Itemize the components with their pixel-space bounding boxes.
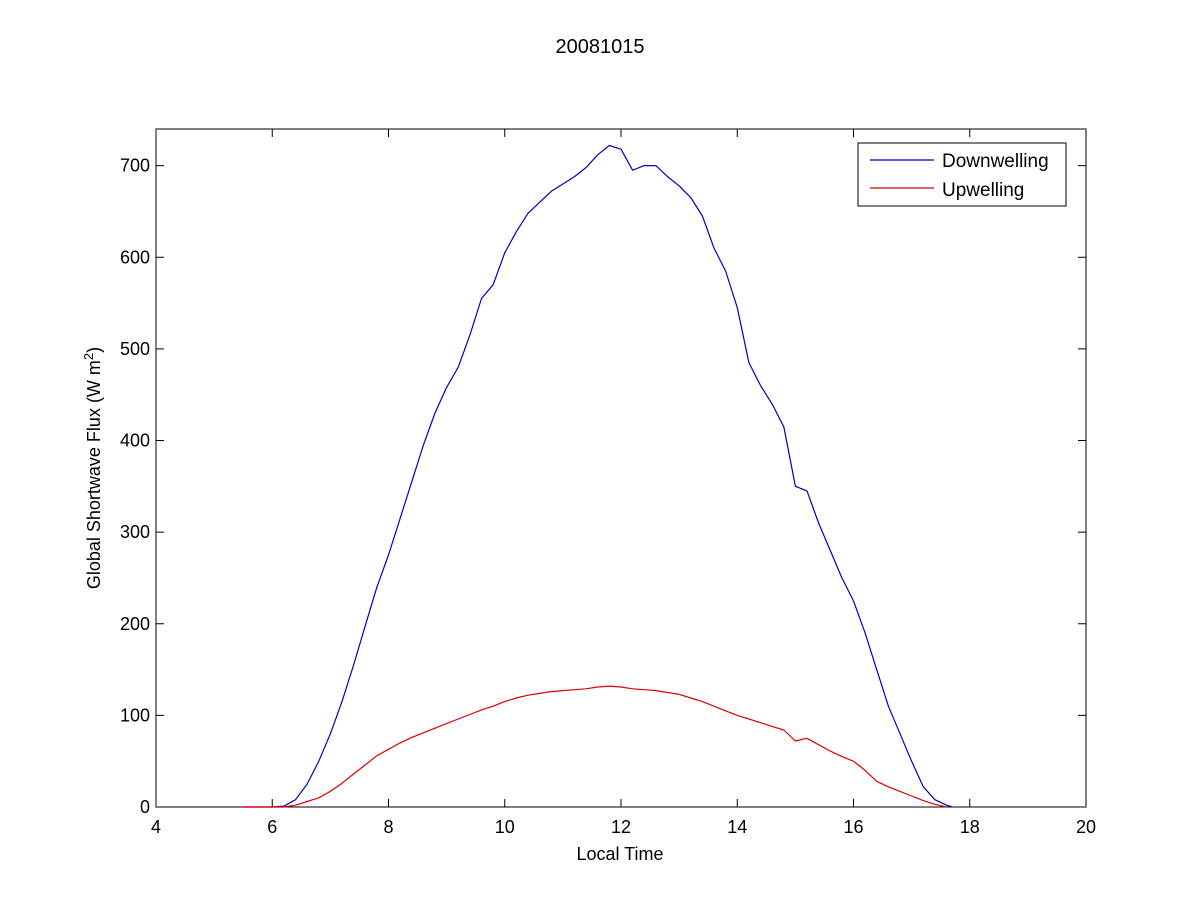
x-tick-label: 4 [151,817,161,837]
y-tick-label: 200 [120,614,150,634]
x-tick-label: 10 [495,817,515,837]
y-axis-label: Global Shortwave Flux (W m2) [81,347,105,589]
x-axis-label: Local Time [576,844,663,864]
plot-area [155,128,1087,808]
y-axis-label-text: Global Shortwave Flux (W m [84,360,104,589]
y-axis-ticks: 0 100 200 300 400 500 600 700 [120,156,1086,817]
series-line-downwelling [243,144,953,808]
x-tick-label: 8 [383,817,393,837]
y-tick-label: 400 [120,431,150,451]
y-tick-label: 100 [120,705,150,725]
x-tick-label: 12 [611,817,631,837]
x-tick-label: 16 [843,817,863,837]
legend-box [857,142,1067,207]
chart-title: 20081015 [556,36,645,58]
y-axis-label-close: ) [84,347,104,353]
series-layer [243,144,953,808]
legend-label-downwelling: Downwelling [942,151,1049,172]
x-tick-label: 14 [727,817,747,837]
y-tick-label: 600 [120,247,150,267]
legend: Downwelling Upwelling [857,142,1067,207]
x-axis-ticks: 4 6 8 10 12 14 16 18 20 [151,129,1096,837]
y-tick-label: 500 [120,339,150,359]
x-tick-label: 6 [267,817,277,837]
y-tick-label: 700 [120,156,150,176]
y-axis-label-superscript: 2 [81,353,96,360]
legend-label-upwelling: Upwelling [942,180,1024,201]
series-line-upwelling [243,685,947,808]
x-tick-label: 20 [1076,817,1096,837]
y-tick-label: 0 [140,797,150,817]
x-tick-label: 18 [960,817,980,837]
y-tick-label: 300 [120,522,150,542]
